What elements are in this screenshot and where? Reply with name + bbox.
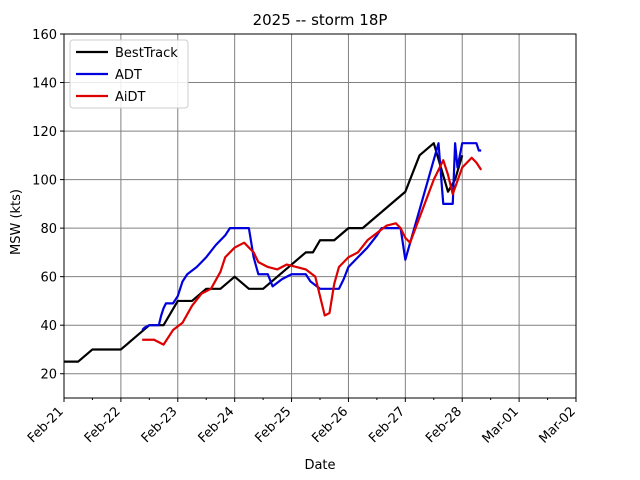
x-axis-label: Date [304,458,335,473]
legend-label-adt: ADT [115,68,142,83]
y-tick-label: 140 [32,77,57,92]
x-tick-label: Feb-22 [82,404,124,446]
y-tick-label: 100 [32,174,57,189]
series-line-aidt [142,156,483,346]
legend-label-besttrack: BestTrack [115,46,178,61]
series-line-besttrack [64,142,464,363]
series-line-adt [141,142,482,331]
x-tick-label: Feb-25 [252,404,294,446]
x-tick-label: Feb-28 [423,404,465,446]
chart-title: 2025 -- storm 18P [253,11,388,29]
x-tick-label: Feb-27 [366,404,408,446]
x-tick-label: Feb-23 [139,404,181,446]
x-tick-label: Mar-01 [480,404,522,446]
legend-box [69,39,189,109]
x-tick-label: Feb-24 [196,404,238,446]
y-tick-label: 80 [40,222,57,237]
series-lines [64,142,483,363]
y-tick-label: 120 [32,125,57,140]
y-tick-label: 40 [40,319,57,334]
y-tick-label: 160 [32,28,57,43]
y-tick-label: 60 [40,271,57,286]
x-tick-label: Feb-21 [25,404,67,446]
legend: BestTrack ADT AiDT [69,39,189,109]
x-tick-label: Mar-02 [536,404,578,446]
x-tick-label: Feb-26 [309,404,351,446]
y-axis-label: MSW (kts) [9,189,24,255]
legend-label-aidt: AiDT [115,90,146,105]
y-tick-label: 20 [40,368,57,383]
